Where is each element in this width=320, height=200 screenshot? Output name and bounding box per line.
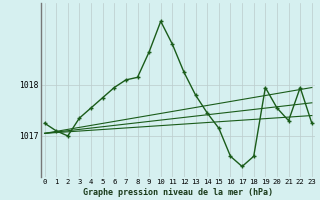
X-axis label: Graphe pression niveau de la mer (hPa): Graphe pression niveau de la mer (hPa) [83,188,273,197]
